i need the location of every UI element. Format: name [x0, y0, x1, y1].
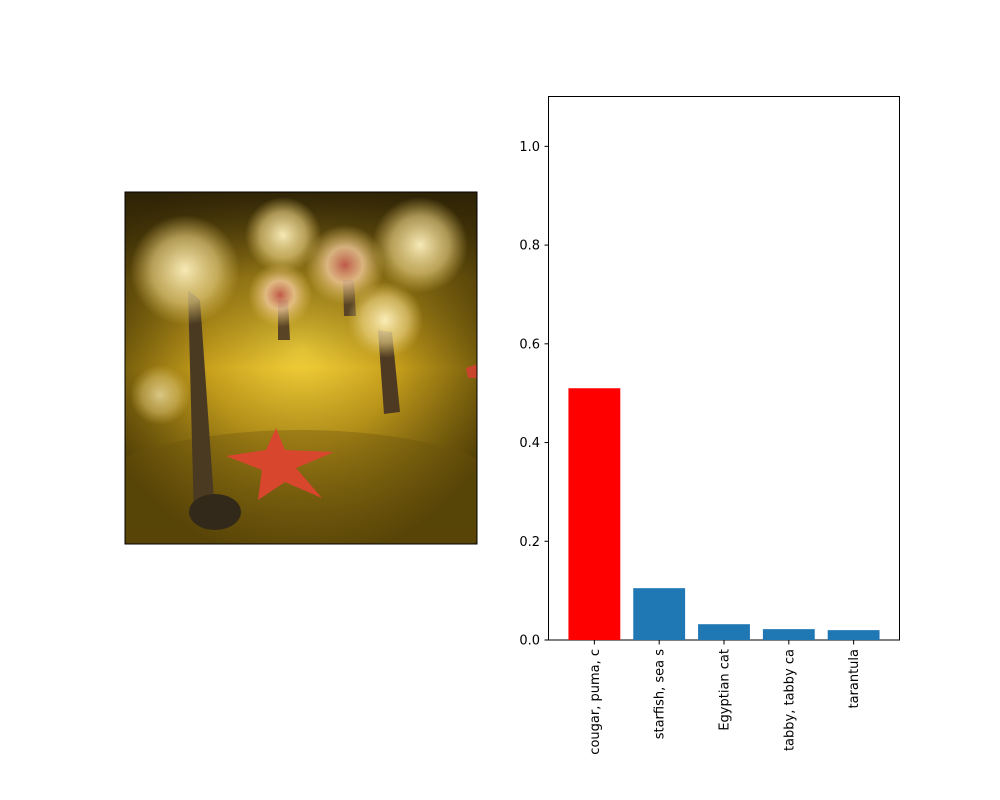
y-tick-label: 0.4: [519, 436, 540, 451]
bar-2: [698, 624, 750, 640]
y-tick-label: 0.6: [519, 337, 540, 352]
y-tick-label: 1.0: [519, 140, 540, 155]
bar-1: [633, 588, 685, 640]
y-axis: 0.0 0.2 0.4 0.6 0.8 1.0: [519, 140, 549, 649]
bar-4: [828, 630, 880, 640]
y-tick-label: 0.2: [519, 535, 540, 550]
x-tick-label: tabby, tabby ca: [782, 649, 797, 751]
x-axis: cougar, puma, c starfish, sea s Egyptian c…: [588, 640, 862, 755]
x-tick-label: starfish, sea s: [653, 649, 668, 740]
anemone: [130, 215, 240, 325]
anemone: [372, 197, 468, 293]
x-tick-label: cougar, puma, c: [588, 649, 603, 755]
y-tick-label: 0.8: [519, 239, 540, 254]
y-tick-label: 0.0: [519, 634, 540, 649]
bar-0: [568, 388, 620, 640]
photo-panel: [80, 192, 520, 570]
anemone: [248, 263, 312, 327]
bars-group: [568, 388, 879, 640]
x-tick-label: tarantula: [847, 649, 862, 709]
anemone: [347, 282, 423, 358]
x-tick-label: Egyptian cat: [718, 649, 733, 731]
bar-3: [763, 629, 815, 640]
